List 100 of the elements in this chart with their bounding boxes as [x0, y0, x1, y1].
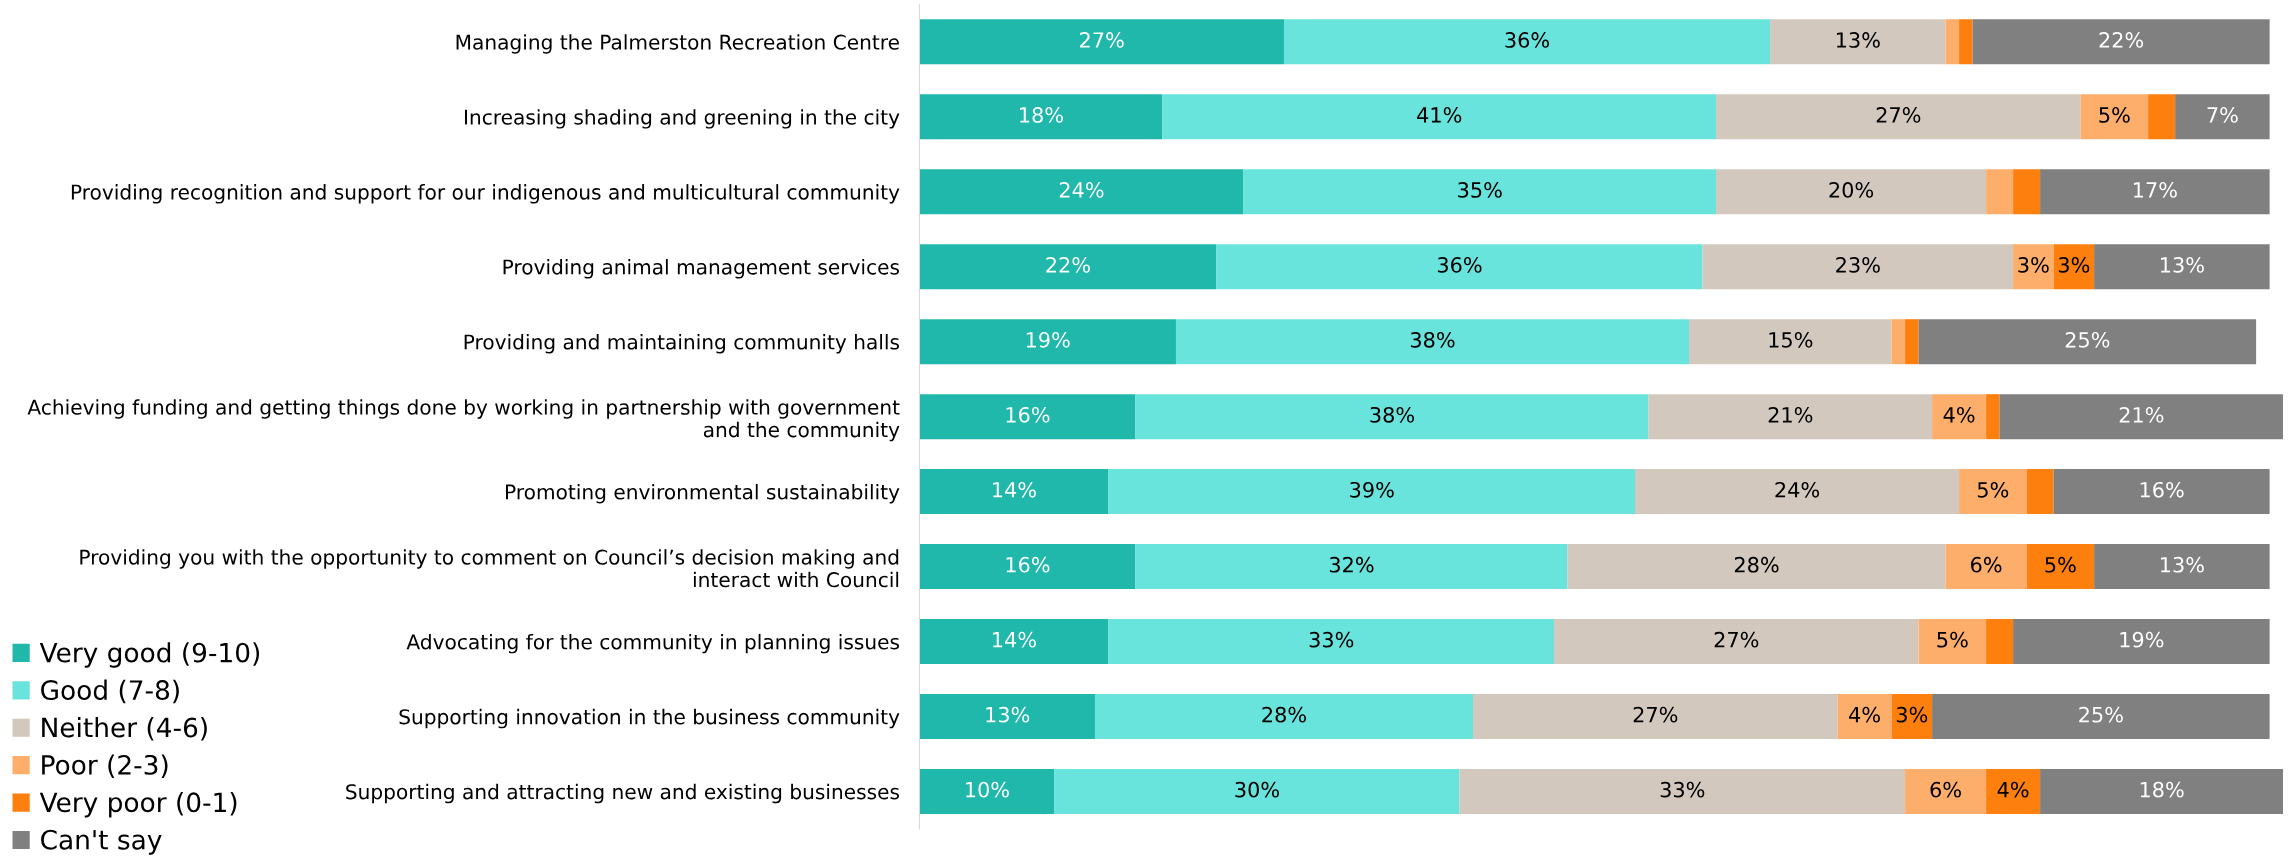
bar	[1216, 244, 1703, 290]
data-label: 36%	[1437, 257, 1482, 273]
bar	[1932, 694, 2270, 739]
bar	[2013, 619, 2270, 665]
y-tick-label: Managing the Palmerston Recreation Centre	[456, 34, 899, 54]
bar	[2094, 544, 2270, 590]
bar	[1162, 94, 1717, 140]
bar	[1918, 319, 2257, 365]
data-label: 13%	[2161, 257, 2204, 273]
bar	[919, 394, 1136, 440]
bar	[919, 319, 1176, 365]
bar	[1905, 319, 1919, 365]
data-label: 3%	[1896, 706, 1928, 723]
bar	[2013, 244, 2054, 290]
data-label: 28%	[1734, 556, 1779, 573]
bar	[1473, 694, 1838, 739]
bar	[919, 169, 1244, 215]
bar	[1459, 768, 1906, 814]
data-label: 38%	[1370, 406, 1415, 423]
data-label: 27%	[1080, 32, 1124, 48]
data-label: 21%	[2119, 406, 2164, 423]
bar	[1716, 94, 2081, 140]
bar	[2053, 244, 2095, 290]
bar	[1891, 319, 1906, 365]
data-label: 19%	[2120, 631, 2164, 648]
legend-label: Very poor (0-1)	[39, 791, 237, 818]
bar	[1554, 619, 1919, 665]
bar	[2026, 544, 2095, 590]
y-tick-label: Achieving funding and getting things done by working in partnership with government and the community	[27, 399, 900, 442]
data-label: 24%	[1775, 481, 1820, 498]
y-tick-label: Providing and maintaining community halls	[464, 334, 900, 354]
bar	[1648, 394, 1933, 440]
bar	[2080, 94, 2149, 140]
data-label: 38%	[1410, 331, 1455, 348]
data-label: 16%	[2140, 481, 2184, 498]
bar	[1891, 694, 1933, 739]
bar	[2013, 169, 2041, 215]
bar	[1959, 469, 2027, 515]
data-label: 30%	[1235, 781, 1279, 798]
bar	[919, 619, 1109, 665]
data-label: 5%	[1937, 631, 1968, 648]
data-label: 39%	[1350, 481, 1394, 498]
data-label: 14%	[993, 631, 1036, 648]
data-label: 20%	[1829, 182, 1874, 198]
data-label: 27%	[1876, 107, 1921, 123]
bar	[1959, 19, 1973, 65]
bar	[1972, 19, 2270, 65]
bar	[1689, 319, 1892, 365]
data-label: 25%	[2079, 706, 2123, 723]
bar	[2026, 469, 2054, 515]
data-label: 21%	[1768, 406, 1813, 423]
bar	[1905, 768, 1987, 814]
bar	[919, 694, 1095, 739]
y-tick-label: Providing you with the opportunity to comment on Council’s decision making and interact with Council	[80, 549, 899, 588]
bar	[2053, 469, 2270, 515]
data-label: 22%	[1046, 257, 1090, 273]
data-label: 17%	[2134, 182, 2177, 198]
bar	[1243, 169, 1717, 215]
data-label: 19%	[1026, 331, 1070, 348]
data-label: 4%	[1997, 781, 2029, 798]
data-label: 15%	[1769, 331, 1813, 348]
bar	[1567, 544, 1946, 590]
legend-label: Can't say	[41, 829, 162, 855]
bar	[1770, 19, 1946, 65]
bar	[1716, 169, 1987, 215]
data-label: 7%	[2207, 107, 2238, 123]
bar	[1108, 619, 1555, 665]
bar	[919, 19, 1284, 65]
bar	[1986, 768, 2041, 814]
legend-label: Very good (9-10)	[39, 642, 260, 668]
bar	[1945, 19, 1960, 65]
data-label: 23%	[1836, 257, 1880, 273]
data-label: 13%	[2161, 556, 2204, 573]
bar	[1837, 694, 1892, 739]
data-label: 6%	[1930, 781, 1961, 798]
data-label: 10%	[966, 781, 1009, 798]
data-label: 5%	[2045, 556, 2076, 573]
bar	[1135, 394, 1649, 440]
data-label: 27%	[1714, 631, 1759, 648]
y-tick-label: Advocating for the community in planning issues	[406, 633, 900, 654]
bar	[1999, 394, 2284, 440]
data-label: 33%	[1309, 631, 1354, 648]
data-label: 3%	[2018, 257, 2049, 273]
bar	[1702, 244, 2014, 290]
y-tick-label: Increasing shading and greening in the city	[464, 109, 900, 129]
bar	[1094, 694, 1474, 739]
data-label: 22%	[2099, 32, 2144, 48]
data-label: 13%	[1836, 32, 1880, 48]
bar	[919, 469, 1109, 515]
bar	[1054, 768, 1460, 814]
bar	[1283, 19, 1771, 65]
bar	[1945, 544, 2027, 590]
data-label: 6%	[1971, 556, 2002, 573]
bar	[919, 768, 1055, 814]
data-label: 16%	[1006, 556, 1050, 573]
y-tick-label: Providing animal management services	[503, 259, 900, 279]
bar	[1175, 319, 1690, 365]
data-label: 35%	[1458, 182, 1502, 198]
data-label: 32%	[1329, 556, 1374, 573]
bar	[2148, 94, 2176, 140]
